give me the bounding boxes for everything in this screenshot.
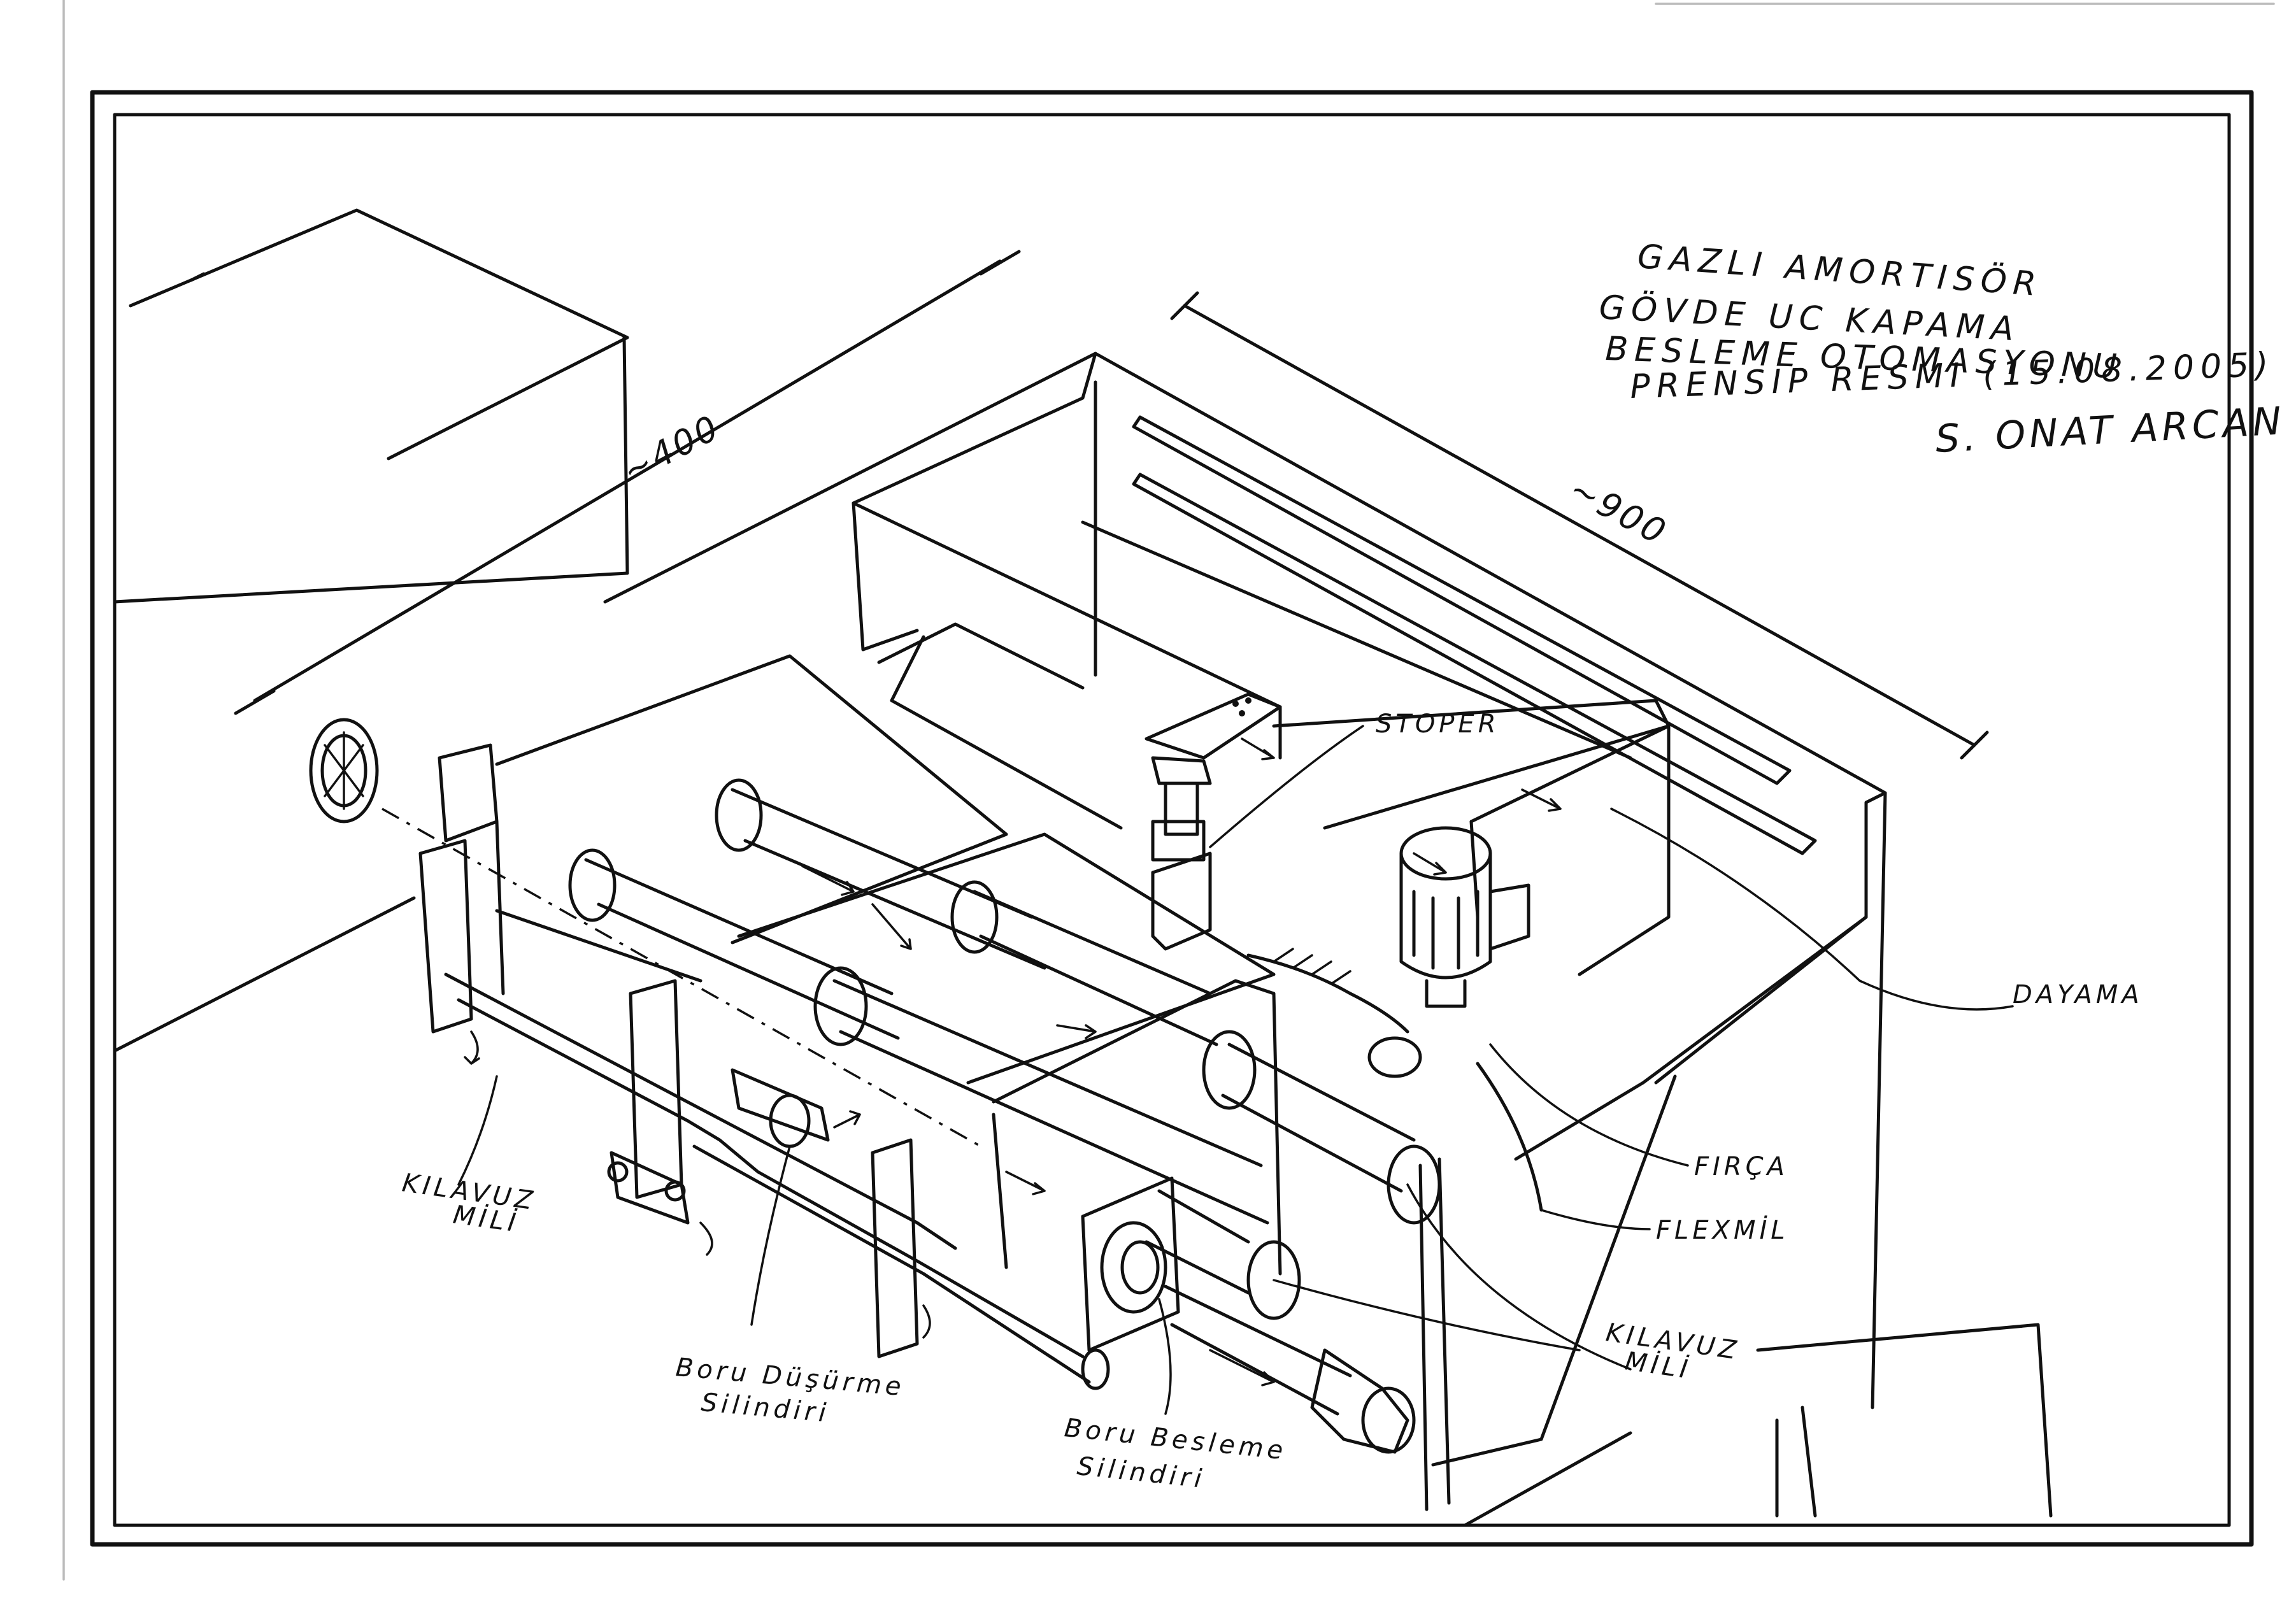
stopper-assembly <box>1145 692 1282 951</box>
drawing-frame <box>62 0 2275 1581</box>
feed-hopper <box>852 415 1817 976</box>
motion-arrows <box>464 737 1562 1386</box>
brush-motor <box>1246 826 1543 1212</box>
dimension-lines <box>234 250 1989 760</box>
dimension-labels: ~400 ~900 <box>616 407 1674 553</box>
label-stoper: STOPER <box>1376 709 1500 739</box>
label-dayama: DAYAMA <box>2013 980 2143 1009</box>
guide-rollers <box>568 778 1441 1320</box>
title-block: GAZLI AMORTISÖR GÖVDE UC KAPAMA BESLEME … <box>1598 237 2282 462</box>
label-boru-besleme-2: Silindiri <box>1076 1451 1207 1494</box>
machine-housing <box>603 352 2053 1527</box>
leader-lines <box>457 725 2014 1415</box>
center-line <box>382 808 981 1148</box>
pipe-flange <box>309 718 379 823</box>
dimension-length: ~900 <box>1563 469 1674 553</box>
label-flexmil: FLEXMİL <box>1656 1214 1789 1245</box>
part-labels: STOPER DAYAMA FIRÇA FLEXMİL KILAVUZ MİLİ… <box>401 709 2143 1494</box>
label-firca: FIRÇA <box>1694 1152 1788 1181</box>
carriage-frame <box>418 654 1282 1390</box>
drop-cylinder <box>607 1068 830 1225</box>
feed-cylinder <box>1081 1176 1416 1454</box>
dimension-width: ~400 <box>616 407 727 492</box>
background-box <box>113 208 629 1053</box>
